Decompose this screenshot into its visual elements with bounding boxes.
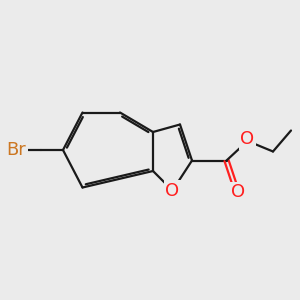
Text: O: O bbox=[231, 183, 246, 201]
Text: Br: Br bbox=[7, 141, 26, 159]
Text: O: O bbox=[165, 182, 180, 200]
Text: O: O bbox=[240, 130, 255, 148]
